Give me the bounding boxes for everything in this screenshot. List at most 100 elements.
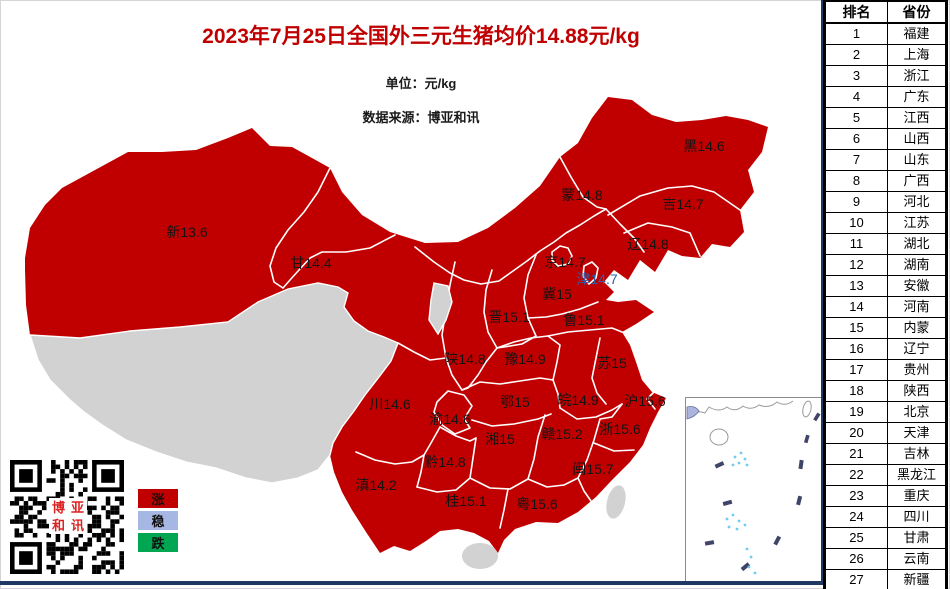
qr-module <box>46 546 52 552</box>
qr-module <box>19 510 24 515</box>
province-border-line <box>527 477 579 488</box>
province-border-line <box>439 426 477 442</box>
qr-module <box>23 501 29 506</box>
qr-module <box>105 510 111 515</box>
qr-module <box>46 542 52 547</box>
qr-module <box>101 532 106 538</box>
qr-module <box>78 560 83 565</box>
qr-module <box>51 469 56 474</box>
qr-module <box>51 478 56 483</box>
qr-module <box>19 505 24 511</box>
qr-module <box>37 510 42 515</box>
qr-module <box>14 501 20 506</box>
qr-module <box>92 496 97 502</box>
province-cell: 辽宁 <box>887 338 947 360</box>
province-cell: 安徽 <box>887 275 947 297</box>
rank-cell: 4 <box>824 86 888 108</box>
rank-cell: 25 <box>824 527 888 549</box>
province-label-su: 苏15 <box>597 355 627 371</box>
qr-module <box>119 551 124 556</box>
province-cell: 内蒙 <box>887 317 947 339</box>
rank-cell: 18 <box>824 380 888 402</box>
legend-item-0: 涨 <box>138 489 178 508</box>
qr-module <box>41 505 47 511</box>
table-row: 9 河北 <box>824 191 947 213</box>
qr-module <box>60 569 65 574</box>
qr-module <box>110 510 115 515</box>
qr-module <box>87 523 93 529</box>
qr-module <box>87 505 93 511</box>
qr-module <box>46 564 52 570</box>
province-label-xiang: 湘15 <box>485 431 515 447</box>
province-label-meng: 蒙14.8 <box>561 187 603 203</box>
qr-module <box>28 514 33 520</box>
qr-module <box>23 523 29 529</box>
province-cell: 河北 <box>887 191 947 213</box>
seal-character: 亚 <box>70 499 84 515</box>
qr-module <box>78 469 83 474</box>
province-cell: 浙江 <box>887 65 947 87</box>
province-border-line <box>523 254 537 337</box>
tibet-qinghai-region <box>29 282 399 484</box>
island-dot <box>737 519 741 523</box>
qr-module <box>92 514 97 520</box>
rank-cell: 2 <box>824 44 888 66</box>
qr-module <box>105 496 111 502</box>
qr-module <box>28 528 33 533</box>
province-cell: 黑龙江 <box>887 464 947 486</box>
island-dot <box>725 517 729 521</box>
qr-module <box>96 523 102 529</box>
qr-module <box>119 501 124 506</box>
rank-cell: 10 <box>824 212 888 234</box>
qr-module <box>46 496 52 502</box>
qr-module <box>32 501 38 506</box>
province-border-line <box>461 377 554 391</box>
qr-module <box>78 478 83 483</box>
province-border-line <box>496 335 537 349</box>
qr-module <box>119 514 124 520</box>
table-row: 18 陕西 <box>824 380 947 402</box>
qr-module <box>14 496 20 502</box>
table-row: 13 安徽 <box>824 275 947 297</box>
qr-module <box>60 546 65 552</box>
qr-module <box>46 551 52 556</box>
qr-module <box>32 532 38 538</box>
table-row: 24 四川 <box>824 506 947 528</box>
rank-cell: 20 <box>824 422 888 444</box>
rank-cell: 21 <box>824 443 888 465</box>
province-cell: 上海 <box>887 44 947 66</box>
qr-module <box>105 542 111 547</box>
qr-module <box>46 478 52 483</box>
source-label: 数据来源：博亚和讯 <box>362 110 480 125</box>
qr-module <box>110 528 115 533</box>
qr-module <box>23 528 29 533</box>
island-dot <box>747 565 751 569</box>
qr-module <box>46 532 52 538</box>
table-row: 3 浙江 <box>824 65 947 87</box>
qr-module <box>96 519 102 524</box>
legend-label: 稳 <box>151 514 165 529</box>
qr-module <box>96 537 102 543</box>
province-border-line <box>282 234 396 289</box>
inset-islands <box>725 451 757 575</box>
qr-module <box>51 555 56 561</box>
ningxia-region <box>428 282 453 336</box>
qr-module <box>101 528 106 533</box>
qr-module <box>64 537 70 543</box>
island-dot <box>733 455 737 459</box>
bottom-rule <box>0 581 824 585</box>
qr-module <box>78 473 83 479</box>
qr-module <box>55 560 61 565</box>
qr-module <box>69 551 74 556</box>
qr-module <box>119 532 124 538</box>
table-row: 26 云南 <box>824 548 947 570</box>
table-row: 6 山西 <box>824 128 947 150</box>
qr-module <box>32 514 38 520</box>
table-row: 1 福建 <box>824 22 947 45</box>
qr-module <box>78 564 83 570</box>
qr-module <box>110 564 115 570</box>
province-border-line <box>423 426 441 456</box>
qr-module <box>51 460 56 465</box>
qr-module <box>60 469 65 474</box>
